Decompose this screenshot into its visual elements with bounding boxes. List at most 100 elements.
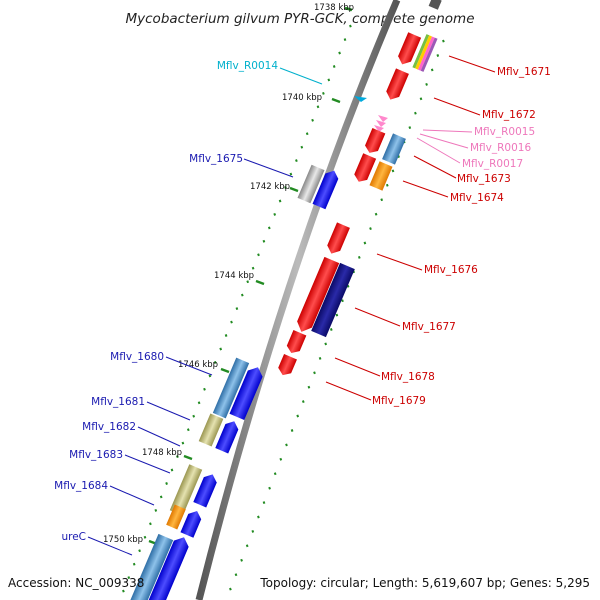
gene-top-partial[interactable]	[428, 0, 442, 10]
guide-dot	[391, 169, 395, 173]
guide-dot	[181, 441, 185, 445]
leader-mflv-1675	[243, 158, 294, 178]
gene-mflv-1682[interactable]	[215, 419, 240, 454]
guide-dot	[363, 241, 367, 245]
gene-urec-blue[interactable]	[145, 534, 191, 600]
guide-dot	[357, 255, 361, 259]
gene-mflv-1676[interactable]	[325, 222, 350, 256]
gene-urec[interactable]	[128, 533, 174, 600]
guide-dot	[300, 145, 304, 149]
gene-mflv-1673-small[interactable]	[363, 128, 386, 156]
guide-dot	[341, 299, 344, 303]
leader-mflv-1680	[165, 356, 213, 376]
guide-dot	[290, 429, 294, 432]
label-mflv-1676[interactable]: Mflv_1676	[424, 264, 478, 276]
gene-mflv-1677[interactable]	[311, 262, 355, 338]
gene-mflv-1671[interactable]	[396, 32, 422, 67]
gene-mflv-1673[interactable]	[382, 133, 406, 165]
guide-dot	[246, 280, 250, 284]
leader-mflv-1671	[448, 55, 496, 73]
scale-tick	[255, 279, 265, 286]
label-mflv-1683[interactable]: Mflv_1683	[69, 449, 123, 461]
gene-mflv-1671-multi[interactable]	[412, 34, 438, 72]
guide-dot	[267, 226, 271, 230]
scale-tick	[220, 367, 230, 374]
guide-dot	[311, 118, 314, 122]
guide-dot	[318, 356, 322, 360]
leader-mflv-1679	[325, 381, 372, 401]
label-mflv-r0015[interactable]: Mflv_R0015	[474, 126, 535, 138]
label-mflv-1679[interactable]: Mflv_1679	[372, 395, 426, 407]
guide-dot	[219, 347, 223, 351]
guide-dot	[295, 159, 298, 163]
gene-mflv-1672[interactable]	[384, 68, 409, 102]
label-mflv-r0016[interactable]: Mflv_R0016	[470, 142, 531, 154]
guide-dot	[374, 212, 378, 216]
guide-dot	[268, 486, 271, 490]
gene-mflv-1679[interactable]	[276, 353, 297, 378]
label-mflv-1672[interactable]: Mflv_1672	[482, 109, 536, 121]
scale-label-1746: 1746 kbp	[178, 360, 218, 370]
label-urec[interactable]: ureC	[61, 531, 86, 543]
label-mflv-1678[interactable]: Mflv_1678	[381, 371, 435, 383]
gene-mflv-1678[interactable]	[285, 330, 307, 356]
guide-dot	[224, 334, 228, 337]
label-mflv-1671[interactable]: Mflv_1671	[497, 66, 551, 78]
label-mflv-1680[interactable]: Mflv_1680	[110, 351, 164, 363]
gene-mflv-1683-blue[interactable]	[193, 472, 219, 508]
ncrna-chevrons[interactable]	[374, 115, 388, 132]
genome-summary-text: Topology: circular; Length: 5,619,607 bp…	[259, 576, 590, 590]
label-mflv-1673[interactable]: Mflv_1673	[457, 173, 511, 185]
scale-label-1740: 1740 kbp	[282, 93, 322, 103]
label-mflv-r0017[interactable]: Mflv_R0017	[462, 158, 523, 170]
leader-mflv-1678	[334, 357, 381, 377]
map-title: Mycobacterium gilvum PYR-GCK, complete g…	[126, 11, 475, 27]
guide-dot	[289, 172, 293, 176]
gene-mflv-1675[interactable]	[312, 168, 341, 210]
guide-dot	[380, 198, 384, 202]
guide-dot	[170, 468, 174, 472]
label-mflv-1681[interactable]: Mflv_1681	[91, 396, 145, 408]
gene-mflv-1680[interactable]	[212, 357, 250, 419]
guide-dot	[251, 266, 255, 270]
guide-dot	[176, 455, 179, 459]
guide-dot	[327, 78, 331, 82]
label-mflv-r0014[interactable]: Mflv_R0014	[217, 60, 278, 72]
label-mflv-1682[interactable]: Mflv_1682	[82, 421, 136, 433]
gene-mflv-1684[interactable]	[166, 504, 186, 530]
gene-mflv-1684-blue[interactable]	[180, 508, 203, 538]
leader-urec	[87, 536, 133, 556]
label-mflv-1674[interactable]: Mflv_1674	[450, 192, 504, 204]
guide-dot	[262, 239, 266, 243]
label-mflv-1677[interactable]: Mflv_1677	[402, 321, 456, 333]
guide-dot	[149, 522, 152, 526]
guide-dot	[408, 126, 412, 130]
gene-mflv-1674[interactable]	[369, 161, 393, 191]
leader-mflv-1684	[109, 485, 155, 506]
guide-dot	[385, 183, 389, 187]
gene-mflv-1681[interactable]	[198, 413, 224, 447]
gene-mflv-1675-gray[interactable]	[297, 164, 325, 204]
guide-dot	[213, 360, 217, 364]
gene-mflv-1683[interactable]	[169, 464, 203, 516]
label-mflv-1675[interactable]: Mflv_1675	[189, 153, 243, 165]
guide-dot	[430, 68, 434, 72]
gene-mflv-1674-small[interactable]	[352, 153, 377, 184]
guide-dot	[240, 293, 244, 297]
guide-dot	[335, 313, 339, 317]
guide-dot	[192, 414, 196, 418]
gene-mflv-1680-blue[interactable]	[229, 364, 265, 421]
guide-dot	[279, 457, 283, 461]
reverse-strand-genes	[276, 0, 442, 378]
guide-dot	[208, 374, 212, 378]
guide-dot	[278, 199, 282, 203]
forward-strand-genes	[128, 96, 367, 600]
guide-dot	[240, 558, 243, 562]
label-mflv-1684[interactable]: Mflv_1684	[54, 480, 108, 492]
leader-mflv-1682	[137, 426, 181, 447]
gene-mflv-r0014[interactable]	[354, 96, 367, 102]
gene-mflv-1677-red[interactable]	[294, 256, 340, 335]
leader-mflv-r0017	[416, 137, 461, 164]
